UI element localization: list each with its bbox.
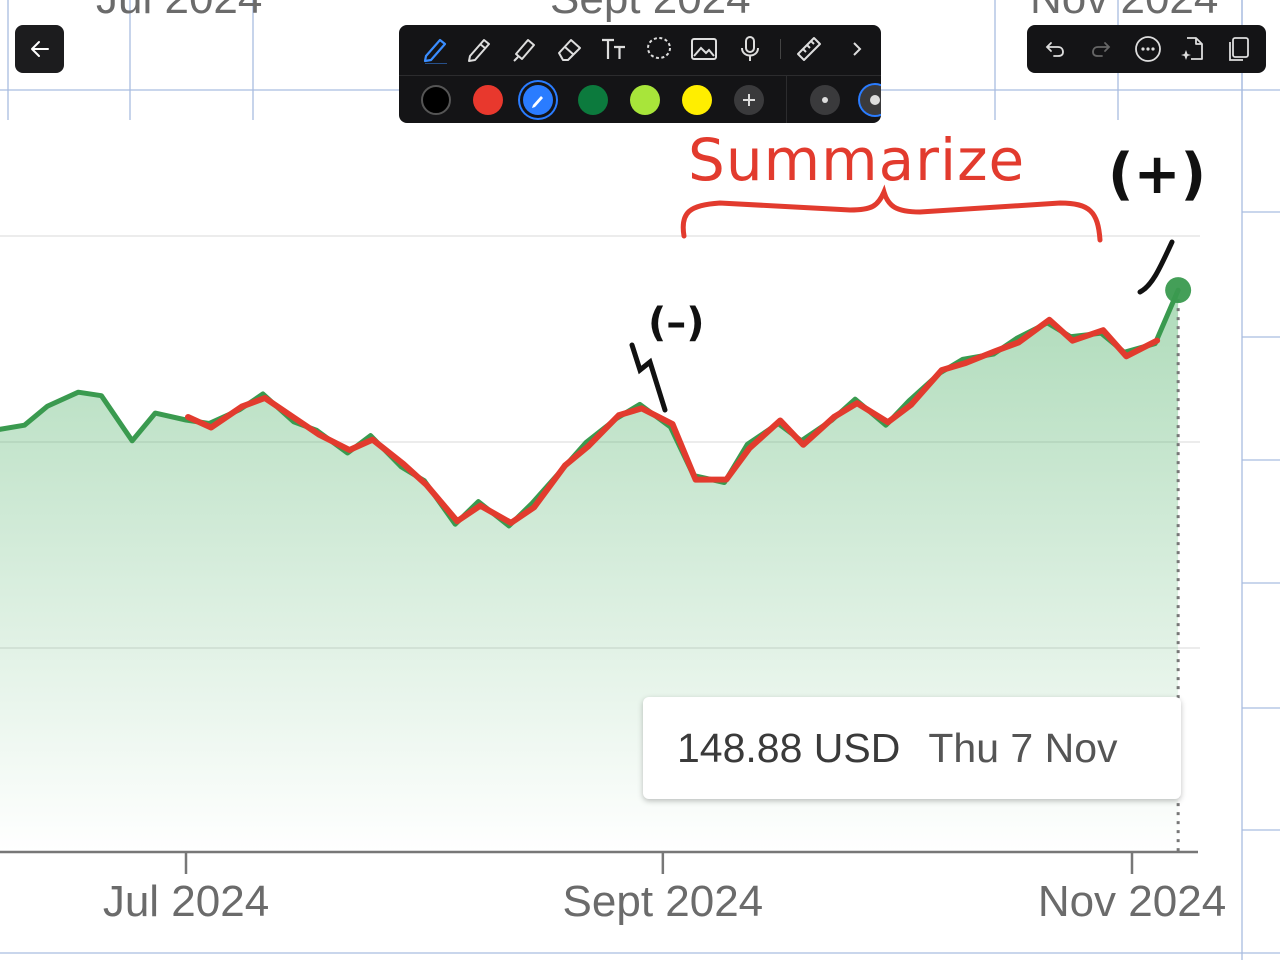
tooltip-date: Thu 7 Nov [928,724,1118,771]
add-color-button[interactable] [734,85,764,115]
color-swatch-green[interactable] [578,85,608,115]
redo-icon[interactable] [1085,33,1117,65]
image-icon[interactable] [688,33,720,65]
ruler-icon[interactable] [793,33,825,65]
microphone-icon[interactable] [734,33,766,65]
price-tooltip: 148.88 USD Thu 7 Nov [643,697,1181,799]
highlighter-icon[interactable] [508,33,540,65]
pen-tool-icon[interactable] [419,33,451,65]
summarize-bracket [680,184,1103,243]
x-tick-label: Nov 2024 [1038,877,1226,926]
toolbar-divider [786,76,787,123]
text-tool-icon[interactable] [598,33,630,65]
lasso-icon[interactable] [643,33,675,65]
pencil-tool-icon[interactable] [463,33,495,65]
black-ink-dip [629,342,668,413]
color-swatch-red[interactable] [473,85,503,115]
pen-tool-icon [532,96,543,108]
document-toolbar [1027,25,1266,73]
stroke-size-medium[interactable] [860,85,881,115]
top-tick-label: Jul 2024 [96,0,262,23]
minus-annotation: (–) [648,300,705,346]
x-tick-label: Sept 2024 [563,877,764,926]
stroke-size-small[interactable] [810,85,840,115]
summarize-annotation: Summarize [688,126,1025,194]
tool-row [399,25,881,73]
copy-pages-icon[interactable] [1222,33,1254,65]
top-axis-labels: Jul 2024 Sept 2024 Nov 2024 [96,0,1218,23]
black-ink-rise [1137,239,1175,295]
drawing-toolbar [399,25,881,123]
x-axis-ticks: Jul 2024 Sept 2024 Nov 2024 [103,852,1226,926]
highlight-point[interactable] [1165,277,1192,304]
top-tick-label: Nov 2024 [1030,0,1218,23]
eraser-icon[interactable] [553,33,585,65]
tooltip-price: 148.88 USD [677,724,901,771]
arrow-left-icon [30,41,49,57]
top-tick-label: Sept 2024 [550,0,751,23]
plus-annotation: (+) [1108,142,1206,207]
back-button[interactable] [15,25,64,73]
color-swatch-lime[interactable] [630,85,660,115]
red-ink-trace [185,316,1161,526]
x-tick-label: Jul 2024 [103,877,269,926]
plus-icon [743,94,755,106]
toolbar-divider [780,39,781,59]
chevron-right-icon[interactable] [841,33,873,65]
undo-icon[interactable] [1039,33,1071,65]
color-swatch-yellow[interactable] [682,85,712,115]
color-row [399,75,881,123]
more-options-icon[interactable] [1132,33,1164,65]
color-swatch-blue-selected[interactable] [523,85,553,115]
color-swatch-black[interactable] [421,85,451,115]
ai-document-icon[interactable] [1177,33,1209,65]
